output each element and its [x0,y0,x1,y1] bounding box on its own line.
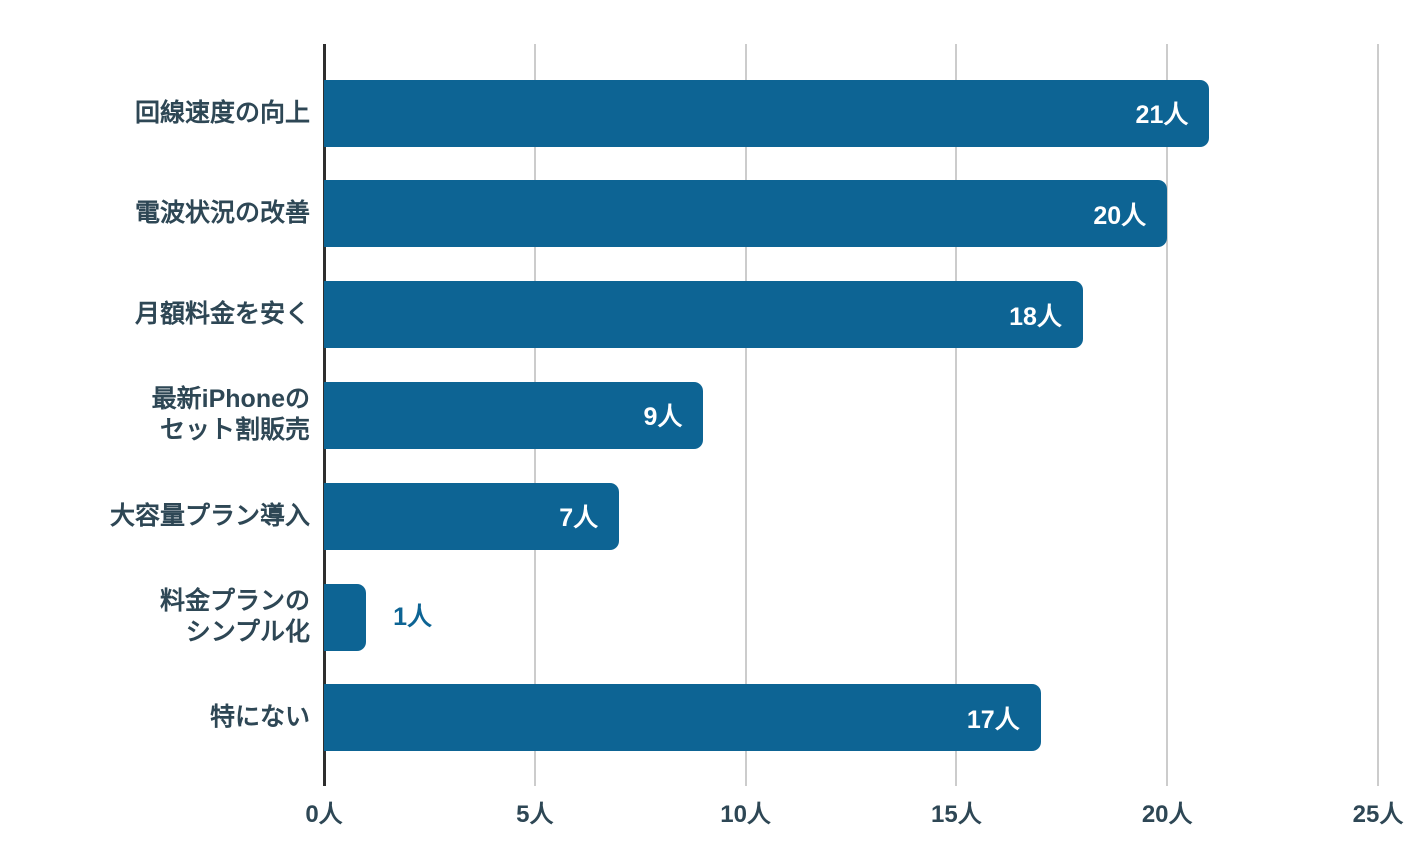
bar-value-label: 17人 [966,705,1020,734]
plot-area: 21人 20人 18人 9人 7人 1人 17人 [323,44,1379,786]
bar-3: 18人 [324,281,1083,349]
gridline-10 [744,44,747,786]
x-tick-label-15: 15人 [931,801,982,828]
x-tick-label-5: 5人 [516,801,554,828]
bar-2: 20人 [324,180,1168,248]
category-label-6: 料金プランの シンプル化 [159,587,310,647]
bar-value-label: 20人 [1093,201,1147,230]
bar-4: 9人 [324,381,704,449]
category-label-1: 回線速度の向上 [134,98,310,127]
category-label-5: 大容量プラン導入 [109,501,310,530]
bar-5: 7人 [324,482,620,550]
gridline-15 [955,44,958,786]
x-tick-label-25: 25人 [1352,801,1404,828]
category-label-3: 月額料金を安く [134,300,310,329]
gridline-25 [1377,44,1379,786]
x-tick-label-0: 0人 [305,801,343,828]
bar-value-label: 21人 [1135,101,1189,129]
bar-7: 17人 [324,684,1041,752]
category-label-4: 最新iPhoneの セット割販売 [151,385,310,445]
x-tick-label-20: 20人 [1141,801,1193,828]
bar-value-label: 18人 [1009,302,1062,331]
x-tick-label-10: 10人 [720,801,771,828]
bar-value-label: 1人 [393,602,433,631]
gridline-20 [1166,44,1169,786]
category-label-7: 特にない [209,703,310,732]
bar-value-label: 7人 [559,504,599,533]
bar-6 [324,583,367,651]
bar-1: 21人 [324,79,1210,147]
bar-value-label: 9人 [643,403,683,432]
category-label-2: 電波状況の改善 [134,199,310,228]
